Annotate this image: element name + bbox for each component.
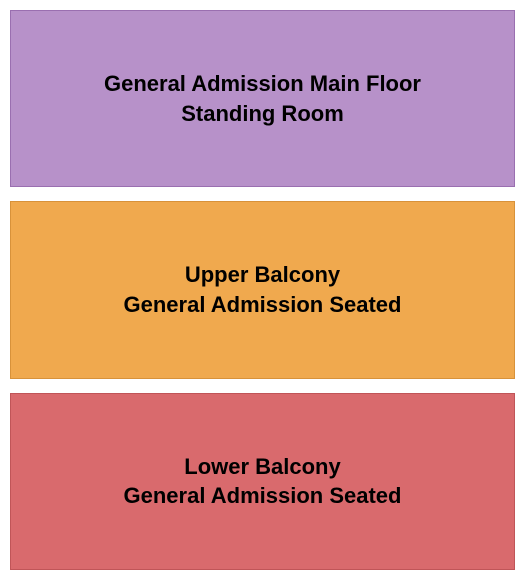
section-upper-balcony[interactable]: Upper Balcony General Admission Seated — [10, 201, 515, 378]
section-label: General Admission Main Floor Standing Ro… — [104, 69, 421, 128]
section-label-line1: General Admission Main Floor — [104, 71, 421, 96]
section-label-line1: Lower Balcony — [184, 454, 340, 479]
section-label: Lower Balcony General Admission Seated — [124, 452, 402, 511]
section-label: Upper Balcony General Admission Seated — [124, 260, 402, 319]
section-lower-balcony[interactable]: Lower Balcony General Admission Seated — [10, 393, 515, 570]
section-label-line2: General Admission Seated — [124, 292, 402, 317]
seating-chart: General Admission Main Floor Standing Ro… — [10, 10, 515, 570]
section-label-line2: General Admission Seated — [124, 483, 402, 508]
section-main-floor[interactable]: General Admission Main Floor Standing Ro… — [10, 10, 515, 187]
section-label-line2: Standing Room — [181, 101, 344, 126]
section-label-line1: Upper Balcony — [185, 262, 340, 287]
